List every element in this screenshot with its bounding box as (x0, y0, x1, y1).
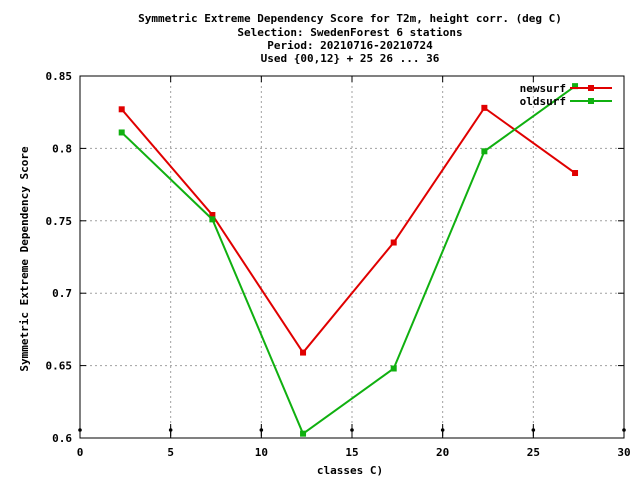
y-axis-label: Symmetric Extreme Dependency Score (18, 146, 31, 372)
y-tick-label: 0.8 (52, 142, 72, 155)
y-tick-label: 0.65 (46, 360, 73, 373)
x-tick-label: 15 (345, 446, 358, 459)
series-oldsurf (118, 83, 579, 437)
legend-marker-oldsurf (588, 98, 594, 104)
legend-marker-newsurf (588, 85, 594, 91)
x-tick-label: 30 (617, 446, 630, 459)
x-tick-label: 25 (527, 446, 540, 459)
x-tick-marker-dot (78, 428, 82, 432)
series-line-oldsurf (121, 85, 576, 436)
data-point-oldsurf (572, 83, 579, 90)
data-point-oldsurf (118, 129, 125, 136)
x-tick-marker-dot (350, 428, 354, 432)
data-point-newsurf (390, 239, 397, 246)
x-tick-label: 20 (436, 446, 449, 459)
grid (80, 76, 624, 438)
data-point-newsurf (300, 349, 307, 356)
x-tick-label: 10 (255, 446, 268, 459)
x-axis-label: classes C) (317, 464, 383, 477)
title-line-3: Period: 20210716-20210724 (267, 39, 433, 52)
series-line-newsurf (120, 106, 576, 355)
x-tick-marker-dot (622, 428, 626, 432)
y-tick-label: 0.75 (46, 215, 73, 228)
x-tick-label: 0 (77, 446, 84, 459)
data-point-newsurf (209, 212, 216, 219)
data-point-newsurf (481, 104, 488, 111)
data-point-newsurf (118, 106, 125, 113)
data-point-oldsurf (481, 148, 488, 155)
x-tick-marker-dot (168, 428, 173, 432)
x-tick-marker-dot (440, 428, 445, 432)
series-newsurf (118, 104, 579, 356)
data-point-newsurf (572, 170, 579, 177)
title-line-1: Symmetric Extreme Dependency Score for T… (138, 12, 562, 25)
x-tick-label: 5 (167, 446, 174, 459)
x-tick-marker-dot (531, 428, 536, 432)
chart-title: Symmetric Extreme Dependency Score for T… (138, 12, 562, 65)
title-line-4: Used {00,12} + 25 26 ... 36 (261, 52, 440, 65)
y-tick-label: 0.85 (46, 70, 73, 83)
x-tick-marker-dot (259, 428, 264, 432)
axes: 0.6 0.65 0.7 0.75 0.8 0.85 0 5 10 15 20 25 30 (46, 70, 631, 459)
y-tick-label: 0.6 (52, 432, 72, 445)
data-point-oldsurf (390, 365, 397, 372)
y-tick-label: 0.7 (52, 287, 72, 300)
series (118, 83, 579, 437)
data-point-oldsurf (300, 430, 307, 437)
legend-label-newsurf: newsurf (520, 82, 566, 95)
title-line-2: Selection: SwedenForest 6 stations (237, 26, 462, 39)
legend-label-oldsurf: oldsurf (520, 95, 566, 108)
data-point-oldsurf (209, 216, 216, 223)
